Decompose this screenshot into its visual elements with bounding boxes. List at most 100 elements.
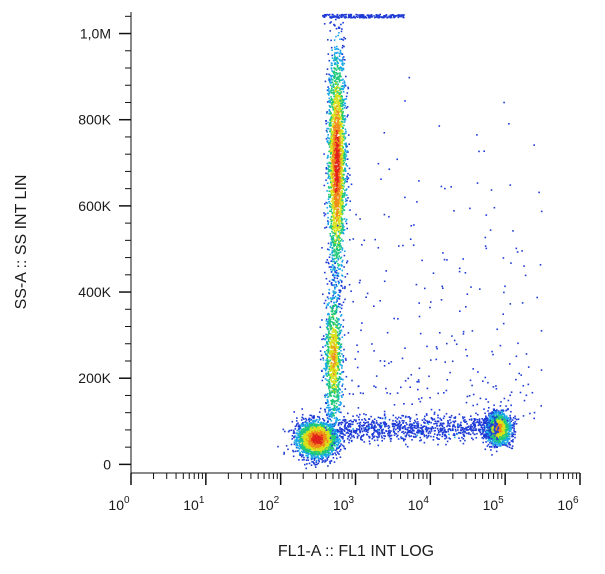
data-point — [336, 91, 339, 93]
data-point — [313, 417, 315, 420]
data-point — [339, 73, 341, 76]
data-point — [336, 249, 339, 251]
data-point — [338, 190, 341, 193]
data-point — [331, 64, 333, 66]
data-point — [336, 72, 338, 75]
data-point — [334, 96, 337, 98]
data-point — [335, 154, 337, 157]
data-point — [301, 423, 303, 426]
data-point — [339, 160, 341, 162]
data-point — [331, 258, 334, 260]
data-point — [337, 130, 340, 132]
data-point — [335, 83, 337, 85]
data-point — [333, 144, 335, 147]
data-point — [328, 193, 330, 196]
data-point — [342, 170, 344, 173]
data-point — [341, 113, 344, 116]
data-point — [303, 458, 305, 461]
data-point — [338, 441, 341, 444]
data-point — [341, 114, 343, 117]
data-point — [320, 448, 323, 450]
data-point — [327, 88, 330, 91]
data-point — [341, 259, 344, 262]
data-point — [312, 446, 314, 448]
data-point — [312, 421, 315, 423]
data-point — [334, 244, 336, 246]
data-point — [315, 452, 318, 454]
data-point — [317, 455, 319, 457]
data-point — [340, 23, 342, 26]
data-point — [327, 212, 329, 214]
data-point — [331, 194, 333, 197]
data-point — [327, 432, 330, 435]
data-point — [316, 436, 318, 438]
data-point — [335, 229, 337, 232]
data-point — [313, 427, 316, 430]
data-point — [302, 444, 305, 447]
data-point — [335, 82, 337, 84]
data-point — [336, 62, 339, 64]
data-point — [337, 241, 340, 243]
data-point — [313, 459, 316, 461]
data-point — [335, 260, 338, 263]
data-point — [338, 240, 340, 242]
data-point — [339, 251, 342, 253]
data-point — [339, 237, 341, 239]
data-point — [328, 77, 330, 80]
data-point — [316, 433, 319, 436]
data-point — [324, 461, 326, 463]
data-point — [336, 114, 338, 116]
data-point — [338, 168, 341, 171]
data-point — [329, 439, 331, 442]
data-point — [328, 280, 331, 283]
data-point — [314, 420, 317, 423]
data-point — [336, 100, 338, 102]
data-point — [322, 431, 325, 433]
data-point — [314, 466, 317, 468]
data-point — [338, 93, 341, 95]
data-point — [336, 182, 338, 185]
data-point — [325, 179, 327, 181]
data-points — [277, 13, 543, 470]
data-point — [334, 217, 337, 220]
data-point — [315, 430, 317, 432]
data-point — [339, 432, 342, 435]
data-point — [330, 39, 332, 42]
data-point — [323, 435, 325, 437]
data-point — [342, 58, 344, 61]
data-point — [330, 185, 333, 187]
data-point — [335, 169, 338, 171]
data-point — [338, 89, 340, 92]
data-point — [294, 439, 296, 442]
data-point — [328, 110, 331, 112]
data-point — [331, 146, 334, 149]
data-point — [337, 423, 340, 426]
data-point — [336, 181, 338, 183]
data-point — [335, 191, 338, 193]
data-point — [343, 80, 346, 82]
data-point — [298, 459, 300, 461]
data-point — [340, 149, 342, 152]
data-point — [343, 85, 345, 87]
data-point — [334, 55, 336, 58]
data-point — [344, 200, 347, 202]
data-point — [321, 441, 323, 444]
data-point — [348, 143, 350, 145]
data-point — [306, 429, 309, 432]
data-point — [332, 224, 334, 226]
data-point — [313, 447, 315, 449]
data-point — [342, 67, 345, 70]
data-point — [344, 167, 347, 170]
data-point — [340, 162, 343, 164]
data-point — [325, 305, 328, 307]
data-point — [334, 445, 336, 447]
data-point — [322, 425, 325, 427]
data-point — [335, 197, 338, 199]
data-point — [297, 435, 300, 438]
data-point — [335, 95, 338, 98]
data-point — [338, 144, 340, 147]
data-point — [332, 260, 334, 263]
data-point — [333, 187, 335, 189]
data-point — [323, 23, 326, 25]
data-point — [332, 305, 334, 307]
